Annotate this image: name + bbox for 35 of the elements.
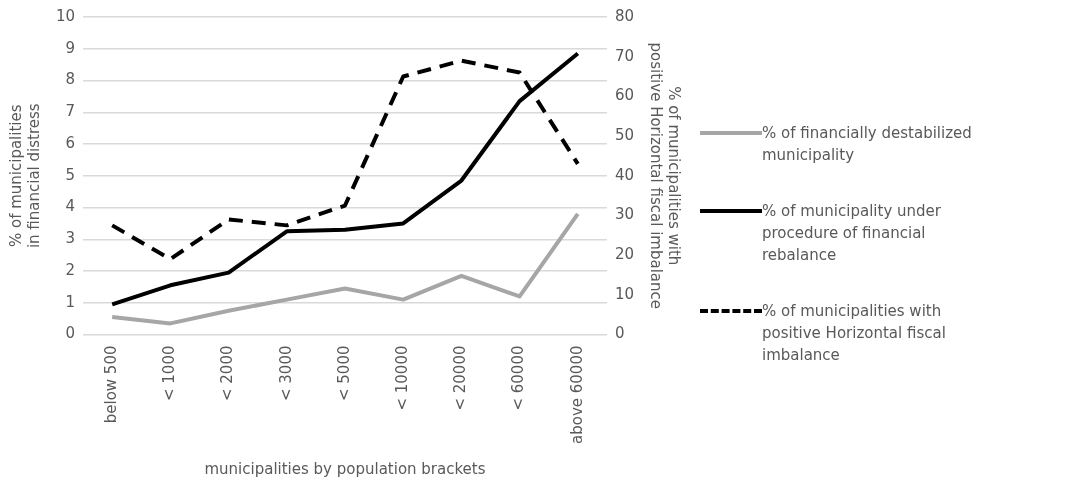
y-axis-title: % of municipalities in financial distress [6, 103, 43, 249]
x-axis-title: municipalities by population brackets [204, 459, 486, 478]
y-tick-label: 10 [55, 6, 76, 25]
y2-tick-label: 30 [614, 205, 635, 224]
y-tick-label: 3 [65, 229, 76, 248]
legend-label: % of municipality under procedure of financial rebalance [762, 200, 942, 266]
y2-axis-title: % of municipalities with positive Horizontal fiscal imbalance [647, 42, 684, 309]
x-tick-label: below 500 [102, 345, 121, 424]
x-tick-label: < 10000 [393, 345, 412, 411]
y2-tick-label: 80 [614, 6, 635, 25]
x-tick-label: < 5000 [334, 345, 353, 402]
y-tick-label: 7 [65, 102, 76, 121]
y-tick-label: 6 [65, 133, 76, 152]
legend-label: % of financially destabilized municipality [762, 122, 973, 166]
x-tick-label: < 3000 [276, 345, 295, 402]
x-tick-label: < 60000 [509, 345, 528, 411]
x-tick-label: < 1000 [160, 345, 179, 402]
y2-tick-label: 60 [614, 86, 635, 105]
y-tick-label: 0 [65, 324, 76, 343]
x-tick-label: < 2000 [218, 345, 237, 402]
y-tick-label: 5 [65, 165, 76, 184]
y2-tick-label: 0 [614, 324, 625, 343]
y-tick-label: 4 [65, 197, 76, 216]
legend-label: % of municipalities with positive Horizontal fiscal imbalance [762, 300, 947, 366]
y-tick-label: 9 [65, 38, 76, 57]
y2-tick-label: 20 [614, 245, 635, 264]
y2-tick-label: 50 [614, 125, 635, 144]
y2-tick-label: 10 [614, 284, 635, 303]
x-tick-label: above 60000 [567, 345, 586, 444]
y-tick-label: 2 [65, 260, 76, 279]
x-tick-label: < 20000 [451, 345, 470, 411]
y-tick-label: 1 [65, 292, 76, 311]
y-tick-label: 8 [65, 70, 76, 89]
y2-tick-label: 40 [614, 165, 635, 184]
y2-tick-label: 70 [614, 46, 635, 65]
